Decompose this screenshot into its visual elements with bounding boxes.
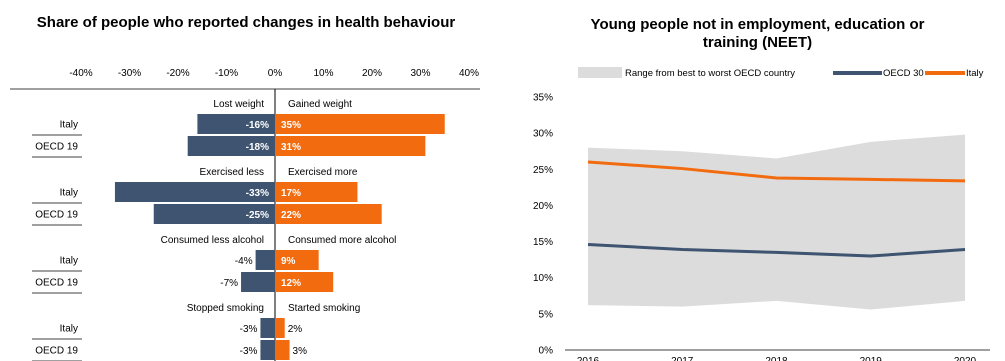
y-tick-label: 10% <box>533 273 553 284</box>
y-tick-label: 35% <box>533 93 553 104</box>
negative-value-label: -18% <box>246 142 269 153</box>
negative-value-label: -25% <box>246 210 269 221</box>
negative-bar <box>241 272 275 292</box>
x-tick-label: 30% <box>410 68 430 79</box>
legend-range-label: Range from best to worst OECD country <box>625 68 795 79</box>
country-label: Italy <box>60 324 78 335</box>
positive-bar <box>275 182 358 202</box>
y-tick-label: 5% <box>539 309 554 320</box>
country-label: OECD 19 <box>35 142 78 153</box>
positive-value-label: 17% <box>281 188 301 199</box>
country-label: OECD 19 <box>35 346 78 357</box>
positive-value-label: 3% <box>293 346 308 357</box>
x-tick-label: 2018 <box>765 356 788 361</box>
x-tick-label: 2020 <box>954 356 977 361</box>
negative-category-label: Lost weight <box>213 99 264 110</box>
negative-value-label: -16% <box>246 120 269 131</box>
positive-value-label: 2% <box>288 324 303 335</box>
negative-value-label: -7% <box>220 278 238 289</box>
neet-chart: Young people not in employment, educatio… <box>510 0 1005 361</box>
positive-bar <box>275 204 382 224</box>
negative-bar <box>260 318 275 338</box>
health-behaviour-chart: Share of people who reported changes in … <box>0 0 492 361</box>
country-label: Italy <box>60 256 78 267</box>
country-label: Italy <box>60 188 78 199</box>
negative-bar <box>255 250 275 270</box>
neet-chart-title: Young people not in employment, educatio… <box>590 16 925 51</box>
y-tick-label: 0% <box>539 346 554 357</box>
negative-bar <box>187 136 275 156</box>
negative-category-label: Consumed less alcohol <box>161 235 264 246</box>
positive-bar <box>275 318 285 338</box>
x-tick-label: -30% <box>118 68 141 79</box>
negative-bar <box>260 340 275 360</box>
positive-value-label: 31% <box>281 142 301 153</box>
health-chart-svg: -40% -30% -20% -10% 0% 10% 20% 30% 40% Lost weigh… <box>10 68 480 361</box>
x-tick-label: 2017 <box>671 356 694 361</box>
negative-value-label: -33% <box>246 188 269 199</box>
positive-value-label: 35% <box>281 120 301 131</box>
negative-value-label: -3% <box>240 346 258 357</box>
positive-value-label: 22% <box>281 210 301 221</box>
negative-bar <box>114 182 275 202</box>
positive-category-label: Gained weight <box>288 99 352 110</box>
legend-italy-label: Italy <box>966 68 984 79</box>
x-tick-label: 0% <box>268 68 283 79</box>
legend-oecd-label: OECD 30 <box>883 68 924 79</box>
oecd-line <box>587 242 966 258</box>
positive-value-label: 12% <box>281 278 301 289</box>
x-tick-label: 2016 <box>577 356 600 361</box>
health-chart-title: Share of people who reported changes in … <box>36 14 456 31</box>
country-label: OECD 19 <box>35 278 78 289</box>
positive-bar <box>275 114 445 134</box>
y-tick-label: 30% <box>533 129 553 140</box>
y-tick-label: 25% <box>533 165 553 176</box>
y-tick-label: 15% <box>533 237 553 248</box>
x-tick-label: 10% <box>313 68 333 79</box>
range-band <box>588 134 965 310</box>
x-tick-label: -20% <box>166 68 189 79</box>
positive-bar <box>275 136 426 156</box>
x-tick-label: 20% <box>362 68 382 79</box>
positive-category-label: Exercised more <box>288 167 358 178</box>
negative-category-label: Exercised less <box>200 167 264 178</box>
country-label: Italy <box>60 120 78 131</box>
italy-line <box>587 160 966 183</box>
x-tick-label: -40% <box>69 68 92 79</box>
positive-bar <box>275 250 319 270</box>
positive-category-label: Started smoking <box>288 303 360 314</box>
negative-category-label: Stopped smoking <box>187 303 264 314</box>
x-tick-label: -10% <box>215 68 238 79</box>
legend-range-swatch <box>578 67 622 78</box>
positive-category-label: Consumed more alcohol <box>288 235 396 246</box>
positive-value-label: 9% <box>281 256 296 267</box>
negative-bar <box>153 204 275 224</box>
neet-chart-svg: Range from best to worst OECD country OEC… <box>533 67 990 361</box>
negative-bar <box>197 114 275 134</box>
negative-value-label: -4% <box>235 256 253 267</box>
positive-bar <box>275 272 334 292</box>
x-tick-label: 40% <box>459 68 479 79</box>
positive-bar <box>275 340 290 360</box>
country-label: OECD 19 <box>35 210 78 221</box>
x-tick-label: 2019 <box>860 356 883 361</box>
y-tick-label: 20% <box>533 201 553 212</box>
negative-value-label: -3% <box>240 324 258 335</box>
